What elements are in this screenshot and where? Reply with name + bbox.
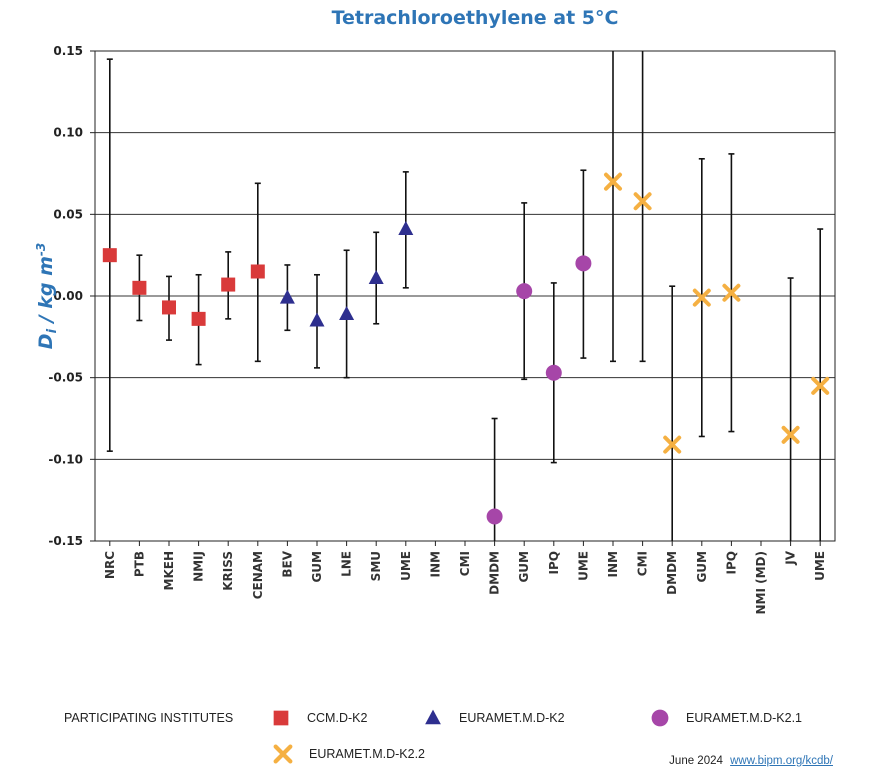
x-axis-ticks: NRC PTB MKEH NMIJ KRISS CENAM BEV GUM LNE SMU UME I… [103,541,827,615]
data-point [633,192,652,211]
data-point [486,508,503,525]
data-point [368,270,384,285]
y-tick-label: -0.10 [48,452,83,466]
x-category-label: GUM [517,551,531,583]
y-axis-ticks: 0.15 0.10 0.05 0.00 -0.05 -0.10 -0.15 [48,44,95,548]
data-point [398,221,414,236]
y-tick-label: -0.05 [48,371,83,385]
x-category-label: UME [576,551,590,581]
x-category-label: IPQ [724,551,738,574]
data-point [545,364,562,381]
footer-date: June 2024 [669,755,723,767]
x-category-label: CMI [458,551,472,576]
x-category-label: JV [784,550,798,565]
y-tick-label: 0.10 [53,126,83,140]
data-point [575,255,592,272]
x-category-label: SMU [369,551,383,581]
x-category-label: NMI (MD) [754,551,768,615]
data-point [692,288,711,307]
x-category-label: NMIJ [192,551,206,582]
x-category-label: INM [606,551,620,577]
data-point [221,277,236,292]
data-point [279,289,295,304]
data-point [250,264,265,279]
kcdb-link[interactable]: www.bipm.org/kcdb/ [730,755,833,767]
x-category-label: CENAM [251,551,265,599]
x-category-label: GUM [310,551,324,583]
x-category-label: DMDM [488,551,502,595]
data-point [191,311,206,326]
x-category-label: UME [813,551,827,581]
data-point [604,172,622,191]
legend-label: EURAMET.M.D-K2 [459,711,565,725]
x-category-label: UME [399,551,413,581]
legend-marker [425,709,441,725]
x-category-label: KRISS [221,551,235,591]
legend-label: EURAMET.M.D-K2.1 [686,711,802,725]
legend-label: EURAMET.M.D-K2.2 [309,747,425,761]
data-point [722,283,741,302]
legend-title: PARTICIPATING INSTITUTES [64,711,233,725]
y-axis-label: Di / kg m-3 [34,243,60,349]
y-tick-label: 0.00 [53,289,83,303]
data-point [102,248,117,263]
x-category-label: NRC [103,551,117,579]
x-category-label: DMDM [665,551,679,595]
legend: CCM.D-K2 EURAMET.M.D-K2 EURAMET.M.D-K2.1 EU… [273,709,802,764]
y-tick-label: 0.15 [53,44,83,58]
data-point [309,312,325,327]
x-category-label: IPQ [547,551,561,574]
data-point [339,305,355,320]
x-category-label: BEV [280,550,294,577]
legend-marker [651,709,669,727]
data-point [663,435,682,454]
legend-marker [273,744,293,764]
data-point [811,376,830,395]
y-tick-label: -0.15 [48,534,83,548]
x-category-label: LNE [340,551,354,577]
data-point [781,425,800,444]
gridlines [95,132,835,460]
data-markers [102,172,830,525]
x-category-label: MKEH [162,551,176,590]
data-point [516,283,533,300]
x-category-label: INM [428,551,442,577]
x-category-label: CMI [636,551,650,576]
legend-marker [273,710,289,726]
x-category-label: PTB [132,551,146,577]
y-tick-label: 0.05 [53,207,83,221]
footer: June 2024 www.bipm.org/kcdb/ [669,755,833,767]
x-category-label: GUM [695,551,709,583]
legend-label: CCM.D-K2 [307,711,367,725]
chart-title: Tetrachloroethylene at 5°C [332,7,619,29]
data-point [132,280,147,295]
data-point [162,300,176,315]
